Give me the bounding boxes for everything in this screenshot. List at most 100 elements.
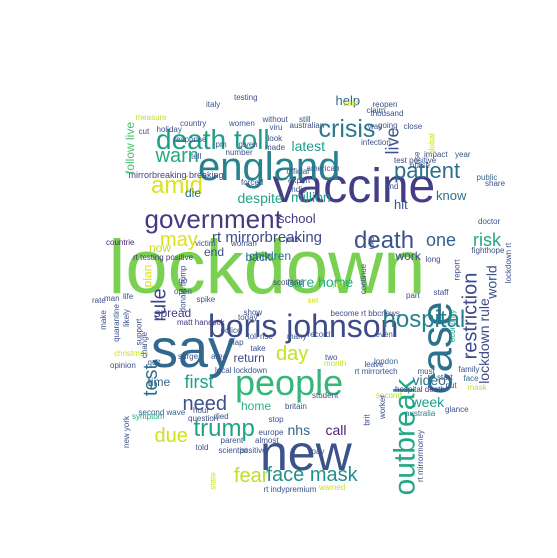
cloud-word: despite	[237, 190, 283, 206]
cloud-word: still	[299, 115, 311, 124]
cloud-word: uks	[367, 236, 377, 250]
cloud-word: surge	[178, 352, 199, 361]
cloud-word: end	[204, 245, 225, 259]
cloud-word: scotland	[273, 278, 303, 287]
cloud-word: take	[250, 344, 266, 353]
cloud-word: scientist	[218, 446, 248, 455]
cloud-word: million	[291, 189, 331, 205]
cloud-word: show	[243, 308, 263, 317]
cloud-word: patient	[394, 158, 461, 183]
cloud-word: quarantine	[111, 304, 121, 342]
cloud-word: christmas	[114, 349, 149, 358]
cloud-word: must	[417, 367, 435, 376]
cloud-word: back	[245, 250, 271, 264]
cloud-word: life	[123, 292, 134, 301]
cloud-word: almost	[255, 436, 279, 445]
cloud-word: expert	[288, 176, 311, 185]
cloud-word: even	[375, 330, 393, 339]
cloud-word: start	[437, 373, 453, 382]
cloud-word: official	[286, 167, 310, 176]
cloud-word: school	[278, 210, 316, 226]
cloud-word: find	[385, 182, 399, 191]
cloud-word: die	[185, 186, 202, 200]
cloud-word: likely	[121, 309, 131, 327]
cloud-word: share	[485, 179, 506, 188]
cloud-word: close	[403, 122, 423, 131]
cloud-word: two	[325, 353, 338, 362]
cloud-word: vaccine	[272, 160, 436, 213]
cloud-word: quit	[147, 358, 161, 367]
cloud-word: week	[411, 394, 445, 410]
cloud-word: tell	[191, 152, 202, 161]
cloud-word: open	[174, 287, 192, 296]
cloud-word: know	[436, 187, 467, 203]
cloud-word: now	[149, 241, 172, 255]
cloud-word: global	[427, 133, 437, 155]
cloud-word: change	[140, 331, 150, 359]
cloud-word: rise	[411, 151, 421, 165]
cloud-word: area	[211, 352, 228, 361]
cloud-word: holiday	[156, 125, 182, 134]
cloud-word: new	[260, 425, 352, 481]
cloud-word: forced	[241, 178, 264, 187]
cloud-word: set	[307, 296, 319, 305]
cloud-word: rate	[92, 296, 106, 305]
cloud-word: fighthope	[471, 246, 505, 255]
cloud-word: staff	[433, 288, 449, 297]
cloud-word: europe	[258, 428, 284, 437]
cloud-word: student	[312, 391, 339, 400]
cloud-word: hospital death	[395, 385, 445, 394]
cloud-word: time	[147, 375, 171, 389]
cloud-word: opinion	[110, 361, 136, 370]
cloud-word: crisis	[318, 114, 376, 143]
cloud-word: fear	[234, 465, 269, 487]
cloud-word: month	[324, 359, 347, 368]
cloud-word: work	[395, 249, 421, 263]
cloud-word: victim	[195, 239, 216, 248]
cloud-word: hospital	[382, 306, 466, 333]
cloud-word: plan	[139, 264, 154, 288]
cloud-word: women	[229, 119, 255, 128]
cloud-word: country	[180, 119, 207, 128]
cloud-word: map	[228, 338, 244, 347]
cloud-word: need	[182, 393, 228, 415]
cloud-word: england	[198, 145, 341, 189]
cloud-word: spike	[196, 295, 216, 304]
cloud-word: pub	[285, 235, 299, 244]
cloud-word: response	[173, 135, 207, 144]
cloud-word: positive	[239, 446, 267, 455]
cloud-word: today	[238, 313, 258, 322]
cloud-word: hit	[394, 196, 408, 212]
cloud-word: face mask	[266, 464, 358, 486]
cloud-word: warned	[319, 483, 346, 492]
cloud-word: american	[306, 164, 340, 173]
cloud-word: mask	[467, 383, 487, 392]
cloud-word: leave	[364, 360, 384, 369]
cloud-word: spread	[154, 306, 192, 320]
cloud-word: claim	[366, 106, 386, 115]
cloud-word: infection	[361, 138, 391, 147]
cloud-word: doctor	[478, 217, 501, 226]
cloud-word: economy	[448, 309, 458, 343]
cloud-word: trump	[193, 415, 255, 442]
cloud-word: latest	[291, 138, 325, 154]
cloud-word: britain	[285, 402, 307, 411]
cloud-word: children	[249, 249, 292, 263]
cloud-word: died	[213, 412, 229, 421]
cloud-word: australian	[289, 121, 325, 130]
cloud-word: cut	[138, 127, 150, 136]
cloud-word: toll rise	[247, 332, 273, 341]
cloud-word: video	[412, 372, 446, 388]
cloud-word: state	[208, 472, 218, 490]
cloud-word: continue	[359, 263, 369, 295]
cloud-word: without	[262, 115, 288, 124]
cloud-word: one	[426, 230, 457, 250]
cloud-word: matt hancock	[177, 318, 225, 327]
cloud-word: symptom	[132, 412, 165, 421]
cloud-word: boris johnson	[208, 308, 399, 344]
cloud-word: stop	[268, 415, 284, 424]
cloud-word: thousand	[370, 109, 404, 118]
cloud-word: world	[483, 265, 500, 299]
cloud-word: lockdown	[108, 225, 426, 310]
cloud-word: given	[238, 140, 258, 149]
